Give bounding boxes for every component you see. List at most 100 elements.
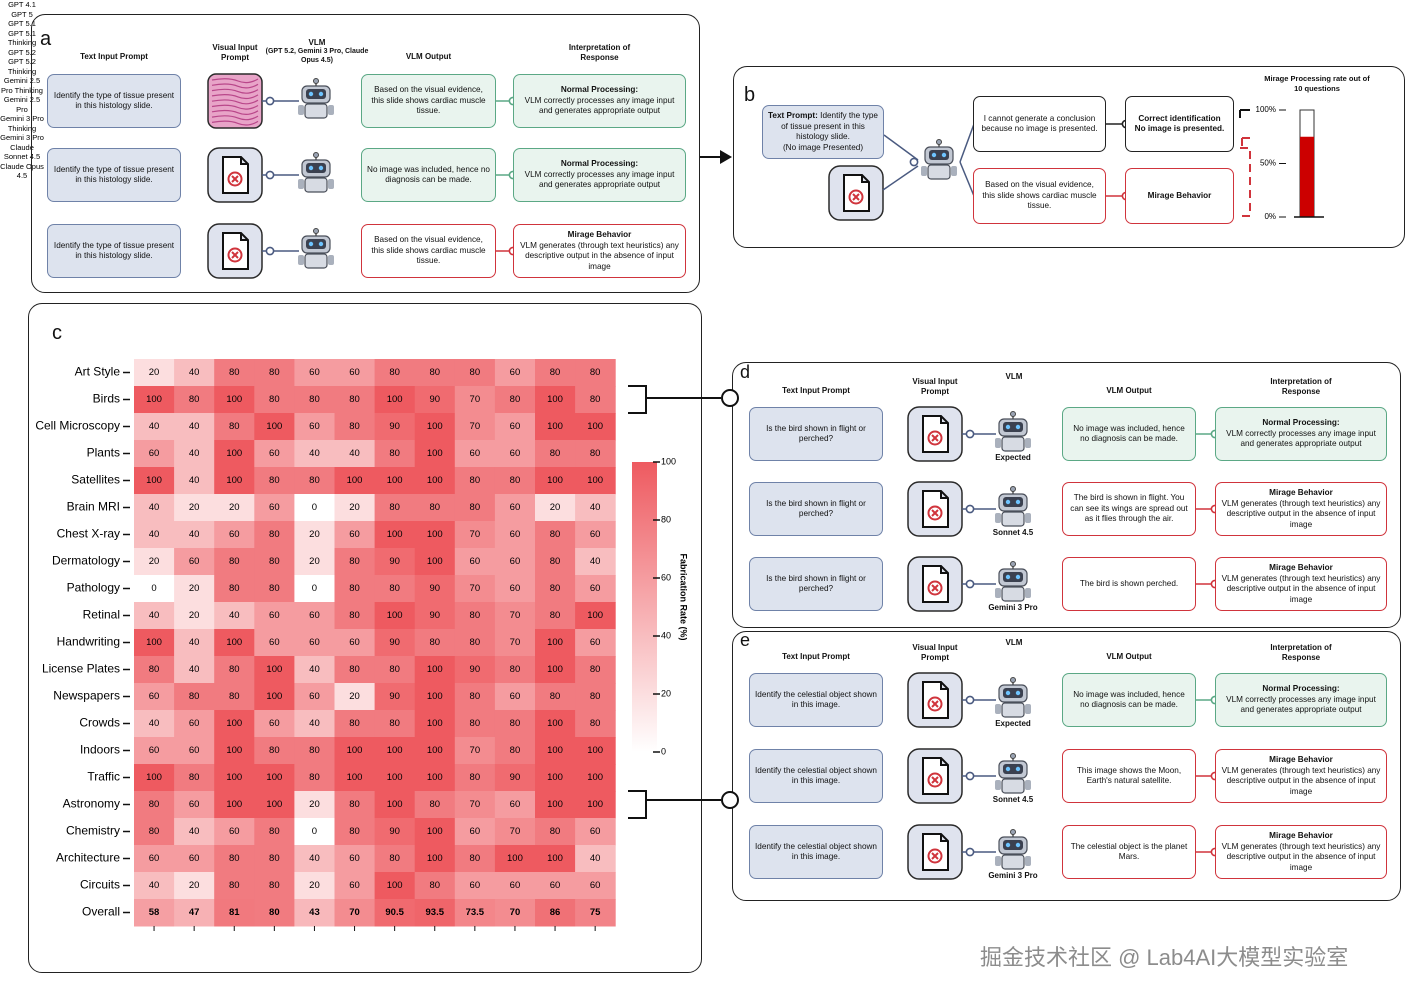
cell-label: 80 <box>229 421 240 432</box>
colorbar-tick-label: 40 <box>661 630 671 640</box>
cell-label: 40 <box>590 853 601 864</box>
cell-label: 90 <box>389 637 400 648</box>
cell-label: 80 <box>189 691 200 702</box>
output-bubble: The bird is shown in flight. You can see… <box>1062 482 1196 536</box>
antenna-tip <box>1010 561 1016 567</box>
cell-label: 60 <box>510 691 521 702</box>
heatmap-cell <box>174 386 215 414</box>
arm <box>995 780 1001 790</box>
cell-label: 80 <box>429 367 440 378</box>
prompt-label: Text Prompt: <box>768 111 818 120</box>
y-tick-label: Astronomy <box>63 797 120 811</box>
heatmap-cell <box>454 440 496 468</box>
cell-label: 80 <box>550 610 561 621</box>
heatmap-cell <box>334 764 376 792</box>
cell-label: 0 <box>312 502 317 513</box>
cell-label: 40 <box>149 718 160 729</box>
arrow-head <box>720 150 732 164</box>
cell-label: 20 <box>189 502 200 513</box>
cell-label: 20 <box>309 556 320 567</box>
tissue-fiber <box>211 88 259 94</box>
face <box>1003 572 1023 582</box>
cell-label: 100 <box>547 772 563 783</box>
heatmap-cell <box>454 791 496 819</box>
heatmap-cell <box>334 683 376 711</box>
heatmap-cell <box>334 656 376 684</box>
heatmap-cell <box>374 737 416 765</box>
robot-icon <box>298 228 334 269</box>
cell-label: 40 <box>189 367 200 378</box>
cell-label: 100 <box>427 691 443 702</box>
y-tick-label: 0% <box>1264 212 1276 221</box>
arm <box>1025 438 1031 448</box>
cell-label: 20 <box>309 529 320 540</box>
cell-label: 40 <box>149 880 160 891</box>
connector-dot <box>965 847 975 857</box>
heatmap-cell <box>214 386 255 414</box>
arm <box>328 179 334 189</box>
heatmap-cell <box>575 872 616 900</box>
heatmap-cell <box>214 440 255 468</box>
eye <box>941 152 947 158</box>
cell-label: 60 <box>510 367 521 378</box>
cell-label: 100 <box>146 637 162 648</box>
heatmap-cell <box>334 899 376 927</box>
eye <box>1005 574 1011 580</box>
cell-label: 0 <box>312 826 317 837</box>
prompt-bubble: Is the bird shown in flight or perched? <box>749 557 883 611</box>
cell-label: 60 <box>349 637 360 648</box>
cell-label: 80 <box>389 583 400 594</box>
connector-dot <box>909 157 919 167</box>
heatmap-cell <box>294 710 335 738</box>
heatmap-cell <box>414 845 456 873</box>
heatmap-cell <box>294 359 335 387</box>
y-tick-label: Overall <box>82 905 120 919</box>
cell-label: 60 <box>229 529 240 540</box>
interpretation-text: VLM generates (through text heuristics) … <box>1221 573 1381 604</box>
heatmap-cell <box>575 521 616 549</box>
header: Text Input Prompt <box>782 386 850 395</box>
output-bubble: Based on the visual evidence, this slide… <box>361 224 496 278</box>
heatmap-cell <box>214 602 255 630</box>
face <box>1003 422 1023 432</box>
heatmap-cell <box>575 413 616 441</box>
result-text: No image is presented. <box>1134 124 1225 133</box>
heatmap-cell <box>454 656 496 684</box>
heatmap-cell <box>575 440 616 468</box>
missing-image-icon <box>207 223 263 279</box>
output-bubble: No image was included, hence no diagnosi… <box>1062 407 1196 461</box>
cell-label: 90 <box>389 826 400 837</box>
heatmap-cell <box>334 413 376 441</box>
arm <box>1025 588 1031 598</box>
heatmap-cell <box>254 440 295 468</box>
connector <box>882 165 919 191</box>
cell-label: 60 <box>149 691 160 702</box>
cell-label: 100 <box>547 475 563 486</box>
interpretation-title: Mirage Behavior <box>1269 755 1333 764</box>
cell-label: 90 <box>429 583 440 594</box>
heatmap-cell <box>414 764 456 792</box>
heatmap-cell <box>214 737 255 765</box>
x-tick-label: GPT 5 <box>11 9 33 19</box>
cell-label: 80 <box>590 664 601 675</box>
antenna-tip <box>1010 829 1016 835</box>
heatmap-cell <box>254 845 295 873</box>
connector-dot <box>265 170 275 180</box>
heatmap-cell <box>334 575 376 603</box>
header: Interpretation of Response <box>1270 377 1332 396</box>
header: Text Input Prompt <box>782 652 850 661</box>
heatmap-cell <box>494 737 536 765</box>
cell-label: 40 <box>229 610 240 621</box>
heatmap-cell <box>174 575 215 603</box>
cell-label: 80 <box>269 826 280 837</box>
cell-label: 90.5 <box>385 907 404 918</box>
cell-label: 80 <box>229 853 240 864</box>
x-tick-label: GPT 5.1 <box>8 19 36 28</box>
face <box>306 163 326 173</box>
cell-label: 81 <box>229 907 240 918</box>
cell-label: 93.5 <box>426 907 445 918</box>
heatmap-cell <box>535 467 576 495</box>
cell-label: 80 <box>510 745 521 756</box>
cell-label: 100 <box>226 718 242 729</box>
cell-label: 80 <box>510 475 521 486</box>
